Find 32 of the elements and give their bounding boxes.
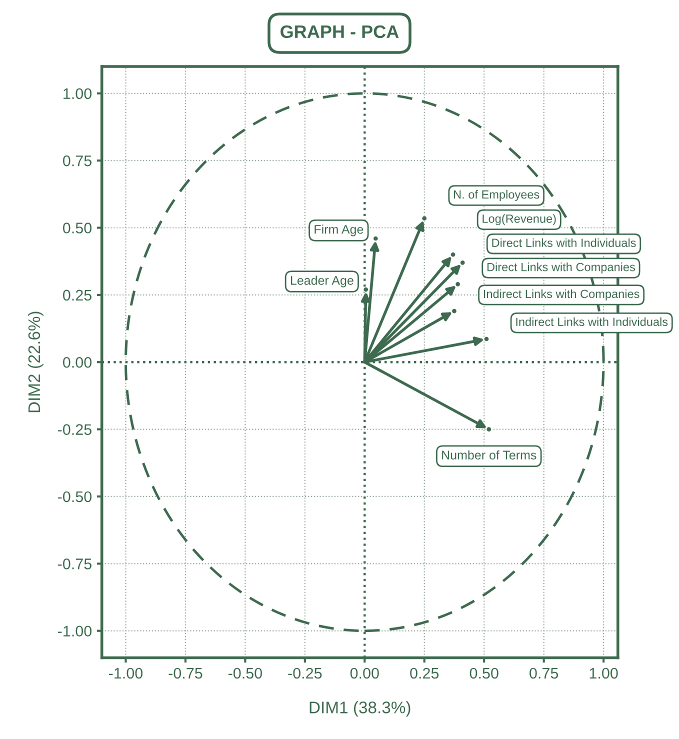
x-tick-label: -0.25	[288, 668, 322, 679]
x-tick-label: -0.50	[228, 668, 262, 679]
y-tick-label: -0.25	[58, 424, 92, 435]
y-tick-label: -0.50	[58, 491, 92, 502]
x-tick-label: 0.50	[470, 668, 498, 679]
series-label: Number of Terms	[442, 450, 536, 460]
point	[483, 336, 490, 342]
text: Log(Revenue)	[482, 214, 556, 226]
text: Direct Links with Companies	[487, 262, 635, 274]
y-tick-label: -1.00	[58, 626, 92, 637]
chart-title: GRAPH - PCA	[280, 25, 399, 38]
y-tick-label: 1.00	[64, 88, 92, 100]
y-tick-label: -0.75	[58, 558, 92, 570]
x-tick-label: 1.00	[590, 668, 618, 679]
x-tick-label: -0.75	[168, 668, 202, 679]
x-tick-label: -1.00	[109, 668, 143, 679]
x-tick-label: 0.75	[530, 668, 558, 679]
x-tick-label: 0.00	[350, 668, 379, 679]
text: Indirect Links with Individuals	[516, 317, 668, 326]
x-axis-title: DIM1 (38.3%)	[310, 701, 410, 717]
text: Indirect Links with Companies	[484, 289, 640, 300]
series-label: Firm Age	[314, 224, 364, 236]
point	[372, 235, 379, 242]
text: Direct Links with Individuals	[492, 238, 636, 248]
y-tick-label: 0.75	[62, 155, 92, 166]
text: N. of Employees	[454, 190, 540, 201]
x-tick-label: 0.25	[410, 668, 439, 679]
y-axis-title: DIM2 (22.6%)	[28, 312, 44, 412]
y-tick-label: 0.25	[62, 290, 92, 301]
y-tick-label: 0.00	[62, 356, 92, 368]
y-tick-label: 0.50	[62, 222, 92, 234]
series-label: Leader Age	[290, 276, 354, 288]
